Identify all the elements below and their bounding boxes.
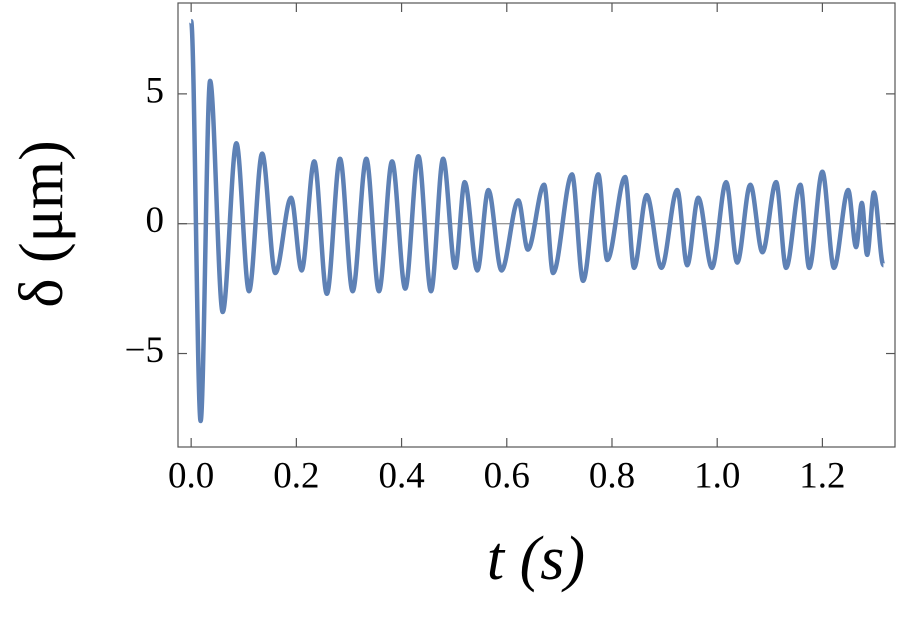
x-axis-title: t (s) — [487, 525, 585, 593]
y-tick-label: 5 — [146, 70, 165, 111]
y-axis-title: δ (μm) — [8, 140, 76, 307]
x-tick-label: 0.6 — [484, 455, 530, 496]
y-tick-label: 0 — [146, 200, 165, 241]
x-tick-label: 0.2 — [273, 455, 319, 496]
plot-frame — [177, 2, 896, 448]
x-tick-label: 1.0 — [694, 455, 740, 496]
x-tick-label: 0.4 — [378, 455, 424, 496]
x-tick-label: 0.8 — [589, 455, 635, 496]
y-tick-label: −5 — [125, 330, 164, 371]
x-tick-label: 0.0 — [168, 455, 214, 496]
data-line — [188, 18, 886, 424]
x-tick-label: 1.2 — [799, 455, 845, 496]
